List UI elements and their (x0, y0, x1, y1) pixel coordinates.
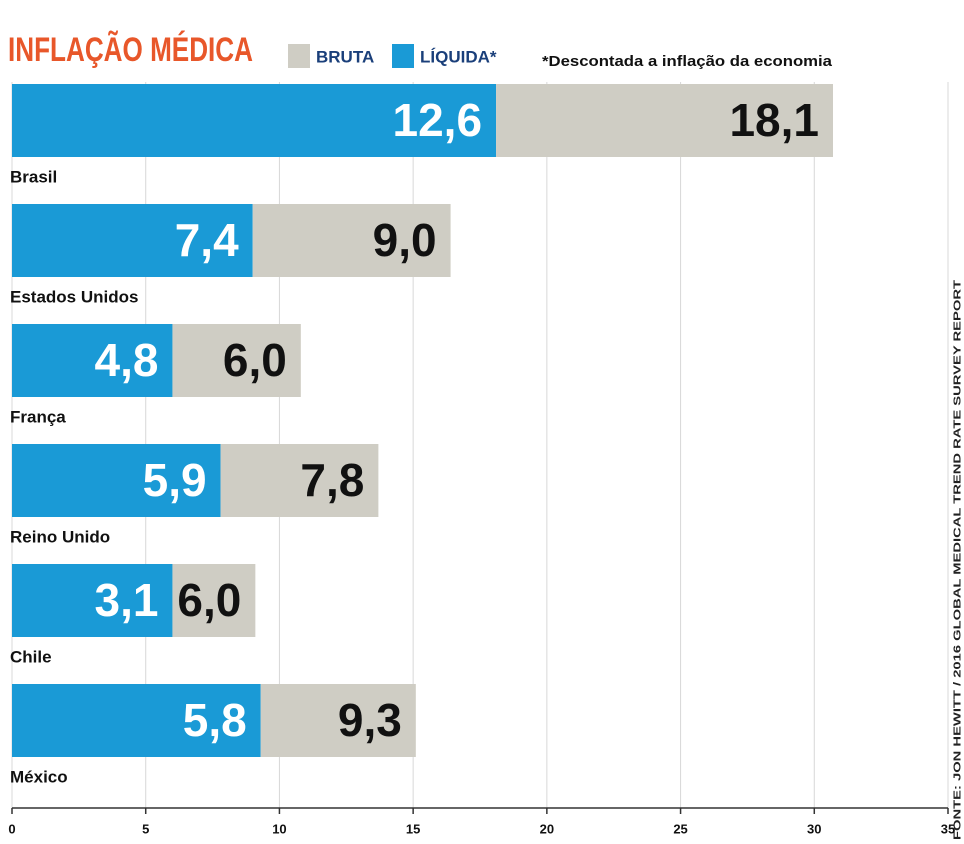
bar-segment (12, 204, 253, 277)
value-label: 12,6 (393, 94, 483, 146)
bar-segment (12, 564, 173, 637)
bar-segment (12, 444, 221, 517)
note: *Descontada a inflação da economia (542, 53, 833, 70)
source: FONTE: JON HEWITT / 2016 GLOBAL MEDICAL … (953, 280, 964, 840)
x-tick-label: 15 (406, 821, 420, 836)
value-label: 4,8 (95, 334, 159, 386)
value-label: 7,4 (175, 214, 239, 266)
x-tick-label: 30 (807, 821, 821, 836)
category-label: Chile (10, 647, 52, 666)
x-tick-label: 35 (941, 821, 955, 836)
x-tick-label: 25 (673, 821, 687, 836)
legend-label: BRUTA (316, 47, 374, 66)
bar-segment (496, 84, 834, 157)
bar-segment (172, 324, 301, 397)
bar-segment (220, 444, 379, 517)
x-tick-label: 5 (142, 821, 149, 836)
legend-swatch (288, 44, 310, 68)
value-label: 7,8 (300, 454, 364, 506)
x-tick-label: 10 (272, 821, 286, 836)
value-label: 3,1 (95, 574, 159, 626)
category-label: França (10, 407, 66, 426)
legend-label: LÍQUIDA* (420, 47, 497, 66)
category-label: Estados Unidos (10, 287, 138, 306)
value-label: 9,3 (338, 694, 402, 746)
value-label: 18,1 (729, 94, 819, 146)
bar-segment (172, 564, 256, 637)
x-tick-label: 20 (540, 821, 554, 836)
value-label: 9,0 (373, 214, 437, 266)
bar-segment (260, 684, 416, 757)
category-label: Reino Unido (10, 527, 110, 546)
value-label: 5,8 (183, 694, 247, 746)
bar-segment (12, 84, 497, 157)
value-label: 6,0 (177, 574, 241, 626)
bar-segment (12, 684, 261, 757)
x-tick-label: 0 (8, 821, 15, 836)
category-label: Brasil (10, 167, 57, 186)
category-label: México (10, 767, 68, 786)
legend-swatch (392, 44, 414, 68)
bar-segment (252, 204, 451, 277)
value-label: 5,9 (143, 454, 207, 506)
bar-segment (12, 324, 173, 397)
value-label: 6,0 (223, 334, 287, 386)
chart-title: INFLAÇÃO MÉDICA (8, 31, 253, 69)
